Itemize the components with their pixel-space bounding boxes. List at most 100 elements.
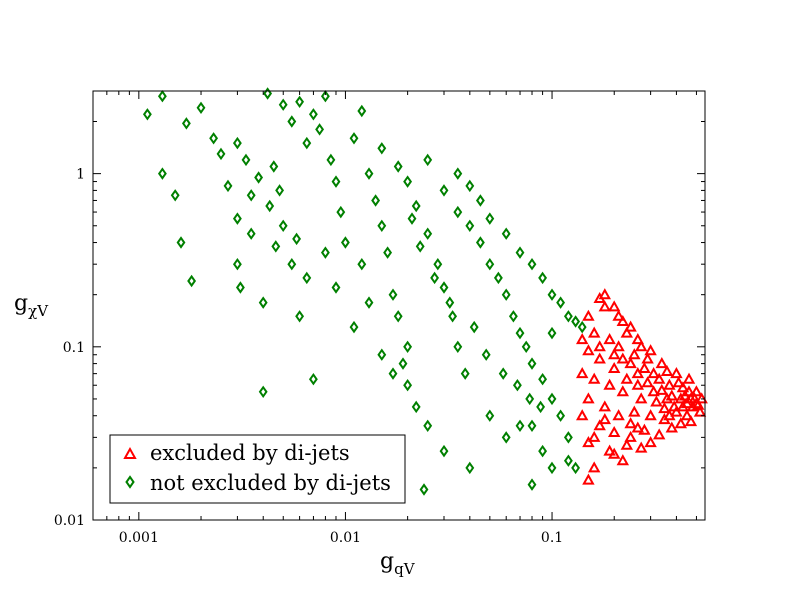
data-point-triangle	[616, 352, 630, 364]
data-point-diamond	[527, 478, 537, 491]
data-point-triangle	[607, 300, 621, 312]
y-tick-label: 1	[76, 167, 85, 183]
data-point-triangle	[598, 300, 612, 312]
data-point-diamond	[278, 98, 288, 111]
data-point-diamond	[439, 444, 449, 458]
data-point-diamond	[271, 240, 281, 253]
data-point-triangle	[612, 409, 625, 421]
data-point-triangle	[684, 415, 698, 427]
data-point-diamond	[278, 219, 288, 233]
data-point-diamond	[377, 348, 387, 361]
data-point-triangle	[644, 409, 657, 421]
data-point-diamond	[181, 117, 191, 130]
data-point-diamond	[269, 160, 279, 173]
data-point-diamond	[326, 153, 336, 167]
data-point-diamond	[448, 310, 458, 323]
legend-marker-not-excluded	[125, 475, 135, 489]
data-point-triangle	[690, 385, 703, 397]
data-point-diamond	[364, 296, 374, 309]
data-point-diamond	[556, 296, 566, 309]
data-point-diamond	[403, 340, 413, 354]
data-point-triangle	[587, 372, 601, 384]
data-point-diamond	[157, 89, 167, 103]
data-point-diamond	[571, 315, 581, 328]
x-axis-label-base: g	[380, 549, 394, 574]
data-point-triangle	[684, 392, 698, 404]
data-point-diamond	[292, 232, 302, 246]
data-point-diamond	[508, 310, 518, 323]
data-point-triangle	[644, 436, 657, 448]
x-axis-label-subscript: qV	[394, 560, 416, 578]
data-point-triangle	[598, 400, 612, 412]
data-point-triangle	[672, 376, 685, 388]
data-point-diamond	[383, 246, 393, 259]
data-point-diamond	[320, 246, 330, 259]
legend-label-excluded: excluded by di-jets	[150, 441, 350, 465]
data-point-diamond	[485, 409, 495, 422]
data-point-triangle	[624, 430, 637, 442]
data-point-diamond	[142, 108, 152, 121]
data-point-triangle	[631, 421, 645, 433]
data-point-diamond	[398, 357, 408, 370]
data-point-triangle	[616, 385, 630, 397]
data-point-triangle	[607, 425, 621, 437]
data-point-diamond	[258, 296, 268, 309]
data-point-diamond	[263, 87, 273, 100]
legend-marker-excluded	[123, 446, 137, 459]
data-point-diamond	[308, 372, 318, 386]
data-point-triangle	[631, 378, 645, 390]
data-point-diamond	[498, 367, 508, 380]
data-point-triangle	[641, 376, 654, 388]
data-point-triangle	[660, 392, 674, 404]
data-point-triangle	[620, 438, 634, 450]
data-point-triangle	[660, 364, 674, 376]
data-point-diamond	[216, 147, 226, 161]
data-point-diamond	[465, 179, 475, 193]
data-point-triangle	[587, 430, 601, 442]
data-point-triangle	[631, 333, 645, 345]
data-point-triangle	[670, 405, 683, 417]
data-point-diamond	[515, 419, 525, 433]
data-point-triangle	[680, 397, 694, 409]
data-point-triangle	[682, 372, 696, 384]
data-point-triangle	[582, 473, 595, 485]
data-point-triangle	[593, 419, 606, 431]
data-point-triangle	[624, 320, 637, 332]
data-point-diamond	[232, 212, 242, 225]
data-point-diamond	[439, 184, 449, 197]
data-point-diamond	[563, 431, 573, 444]
data-point-diamond	[403, 175, 413, 188]
data-point-diamond	[538, 444, 548, 458]
x-tick-label: 0.001	[119, 530, 159, 546]
data-point-diamond	[407, 212, 417, 225]
data-point-diamond	[315, 123, 325, 136]
data-point-diamond	[547, 392, 557, 406]
y-tick-label: 0.1	[63, 340, 85, 356]
data-point-diamond	[265, 199, 275, 213]
data-point-diamond	[453, 167, 463, 180]
data-point-diamond	[556, 409, 566, 422]
data-point-diamond	[515, 326, 525, 340]
data-point-diamond	[538, 271, 548, 285]
data-point-diamond	[515, 246, 525, 259]
data-point-diamond	[571, 461, 581, 475]
data-point-diamond	[254, 171, 264, 184]
data-point-diamond	[357, 104, 367, 118]
data-point-diamond	[563, 310, 573, 323]
data-point-diamond	[547, 288, 557, 301]
data-point-diamond	[246, 227, 256, 240]
data-point-triangle	[587, 461, 601, 473]
data-point-diamond	[563, 454, 573, 467]
data-point-triangle	[582, 436, 595, 448]
x-tick-label: 0.01	[330, 530, 361, 546]
data-point-diamond	[423, 419, 433, 433]
data-point-triangle	[612, 309, 625, 321]
x-tick-label: 0.1	[541, 530, 563, 546]
data-point-triangle	[638, 361, 651, 373]
data-point-triangle	[667, 400, 681, 412]
data-point-triangle	[634, 392, 648, 404]
data-point-diamond	[232, 136, 242, 150]
data-point-diamond	[453, 205, 463, 219]
data-point-diamond	[527, 257, 537, 271]
data-point-triangle	[634, 340, 648, 352]
